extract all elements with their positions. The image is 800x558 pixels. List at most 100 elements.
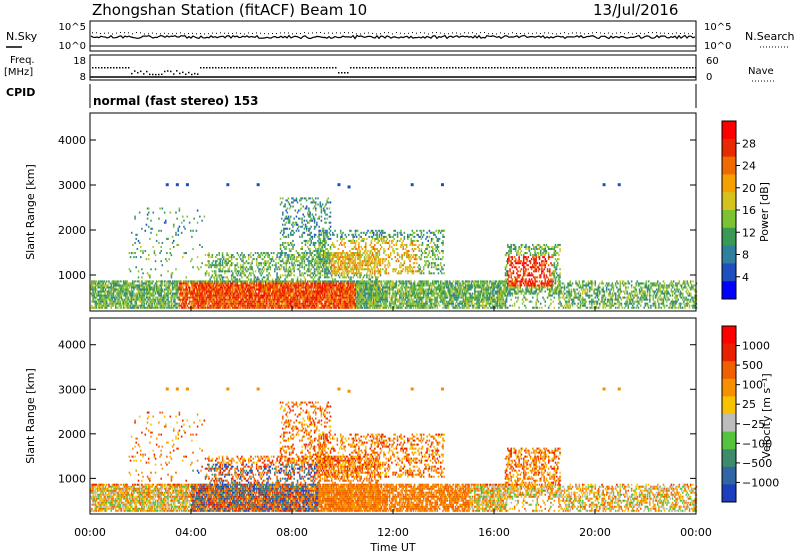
nsearch-dot — [388, 32, 389, 33]
power-cell — [320, 274, 322, 276]
power-cell — [292, 234, 294, 236]
freq-dot — [578, 67, 580, 69]
power-cell — [151, 228, 153, 230]
power-cell — [113, 295, 115, 297]
nsearch-dot — [364, 33, 365, 34]
freq-dot — [395, 67, 397, 69]
power-cell — [330, 246, 332, 248]
power-cell — [152, 246, 154, 248]
power-cell — [117, 280, 119, 282]
power-cell — [156, 234, 158, 236]
power-cell — [287, 208, 289, 210]
nsearch-dot — [576, 32, 577, 33]
freq-dot — [146, 71, 148, 73]
power-cell — [143, 297, 145, 299]
freq-dot — [263, 67, 265, 69]
power-cell — [302, 214, 304, 216]
power-cell — [233, 256, 235, 258]
power-cell — [267, 278, 269, 280]
power-cell — [299, 301, 301, 303]
power-cell — [313, 256, 315, 258]
nsearch-dot — [524, 33, 525, 34]
power-cell — [192, 295, 194, 297]
power-cell — [316, 224, 318, 226]
power-cell — [332, 260, 334, 262]
nsky-left-tick-bottom: 10^0 — [59, 41, 86, 52]
nsearch-dot — [256, 32, 257, 33]
power-cell — [355, 295, 357, 297]
nsearch-dot — [564, 32, 565, 33]
nsearch-dot — [584, 33, 585, 34]
freq-dot — [506, 67, 508, 69]
nsearch-dot — [580, 33, 581, 34]
power-cell — [105, 289, 107, 291]
power-cell — [367, 250, 369, 252]
power-cell — [367, 270, 369, 272]
freq-dot — [419, 67, 421, 69]
power-cell — [208, 303, 210, 305]
power-cell — [297, 278, 299, 280]
power-cell — [288, 197, 290, 199]
nsearch-dot — [108, 33, 109, 34]
freq-dot — [140, 71, 142, 73]
nsearch-dot — [648, 32, 649, 33]
freq-dot — [179, 73, 181, 75]
power-cell — [255, 299, 257, 301]
power-cell — [165, 301, 167, 303]
power-cell — [301, 248, 303, 250]
power-cell — [324, 236, 326, 238]
power-cell — [141, 280, 143, 282]
nsearch-dot — [164, 33, 165, 34]
power-cell — [237, 291, 239, 293]
freq-dot — [371, 67, 373, 69]
power-cell — [166, 282, 168, 284]
power-cell — [310, 226, 312, 228]
freq-dot — [599, 67, 601, 69]
nsearch-dot — [628, 32, 629, 33]
freq-dot — [557, 67, 559, 69]
freq-dot — [515, 67, 517, 69]
power-cell — [314, 236, 316, 238]
power-cell — [280, 268, 282, 270]
power-cell — [140, 250, 142, 252]
freq-dot — [302, 67, 304, 69]
power-cell — [157, 305, 159, 307]
freq-dot — [194, 73, 196, 75]
freq-dot — [272, 67, 274, 69]
power-cell — [370, 258, 372, 260]
power-cell — [258, 278, 260, 280]
power-cell — [310, 289, 312, 291]
power-cell — [309, 270, 311, 272]
power-cell — [338, 274, 340, 276]
freq-dot — [275, 67, 277, 69]
nsearch-dot — [448, 33, 449, 34]
power-cell — [325, 203, 327, 205]
power-cell — [185, 303, 187, 305]
power-cell — [308, 256, 310, 258]
power-cell — [307, 282, 309, 284]
power-cell — [330, 272, 332, 274]
power-cell — [326, 208, 328, 210]
power-cell — [165, 303, 167, 305]
power-cell — [171, 274, 173, 276]
power-cell — [250, 278, 252, 280]
nsearch-dot — [420, 32, 421, 33]
power-cell — [354, 301, 356, 303]
power-cell — [166, 260, 168, 262]
power-cell — [293, 224, 295, 226]
power-cell — [272, 264, 274, 266]
power-cell — [360, 232, 362, 234]
power-cell — [108, 297, 110, 299]
power-cell — [333, 286, 335, 288]
power-cell — [238, 299, 240, 301]
freq-dot — [284, 67, 286, 69]
power-cell — [276, 268, 278, 270]
power-cell — [292, 201, 294, 203]
nsearch-dot — [180, 32, 181, 33]
power-cell — [293, 274, 295, 276]
power-cell — [293, 268, 295, 270]
freq-dot — [647, 67, 649, 69]
power-cell — [359, 276, 361, 278]
power-cell — [147, 214, 149, 216]
power-cell — [224, 272, 226, 274]
